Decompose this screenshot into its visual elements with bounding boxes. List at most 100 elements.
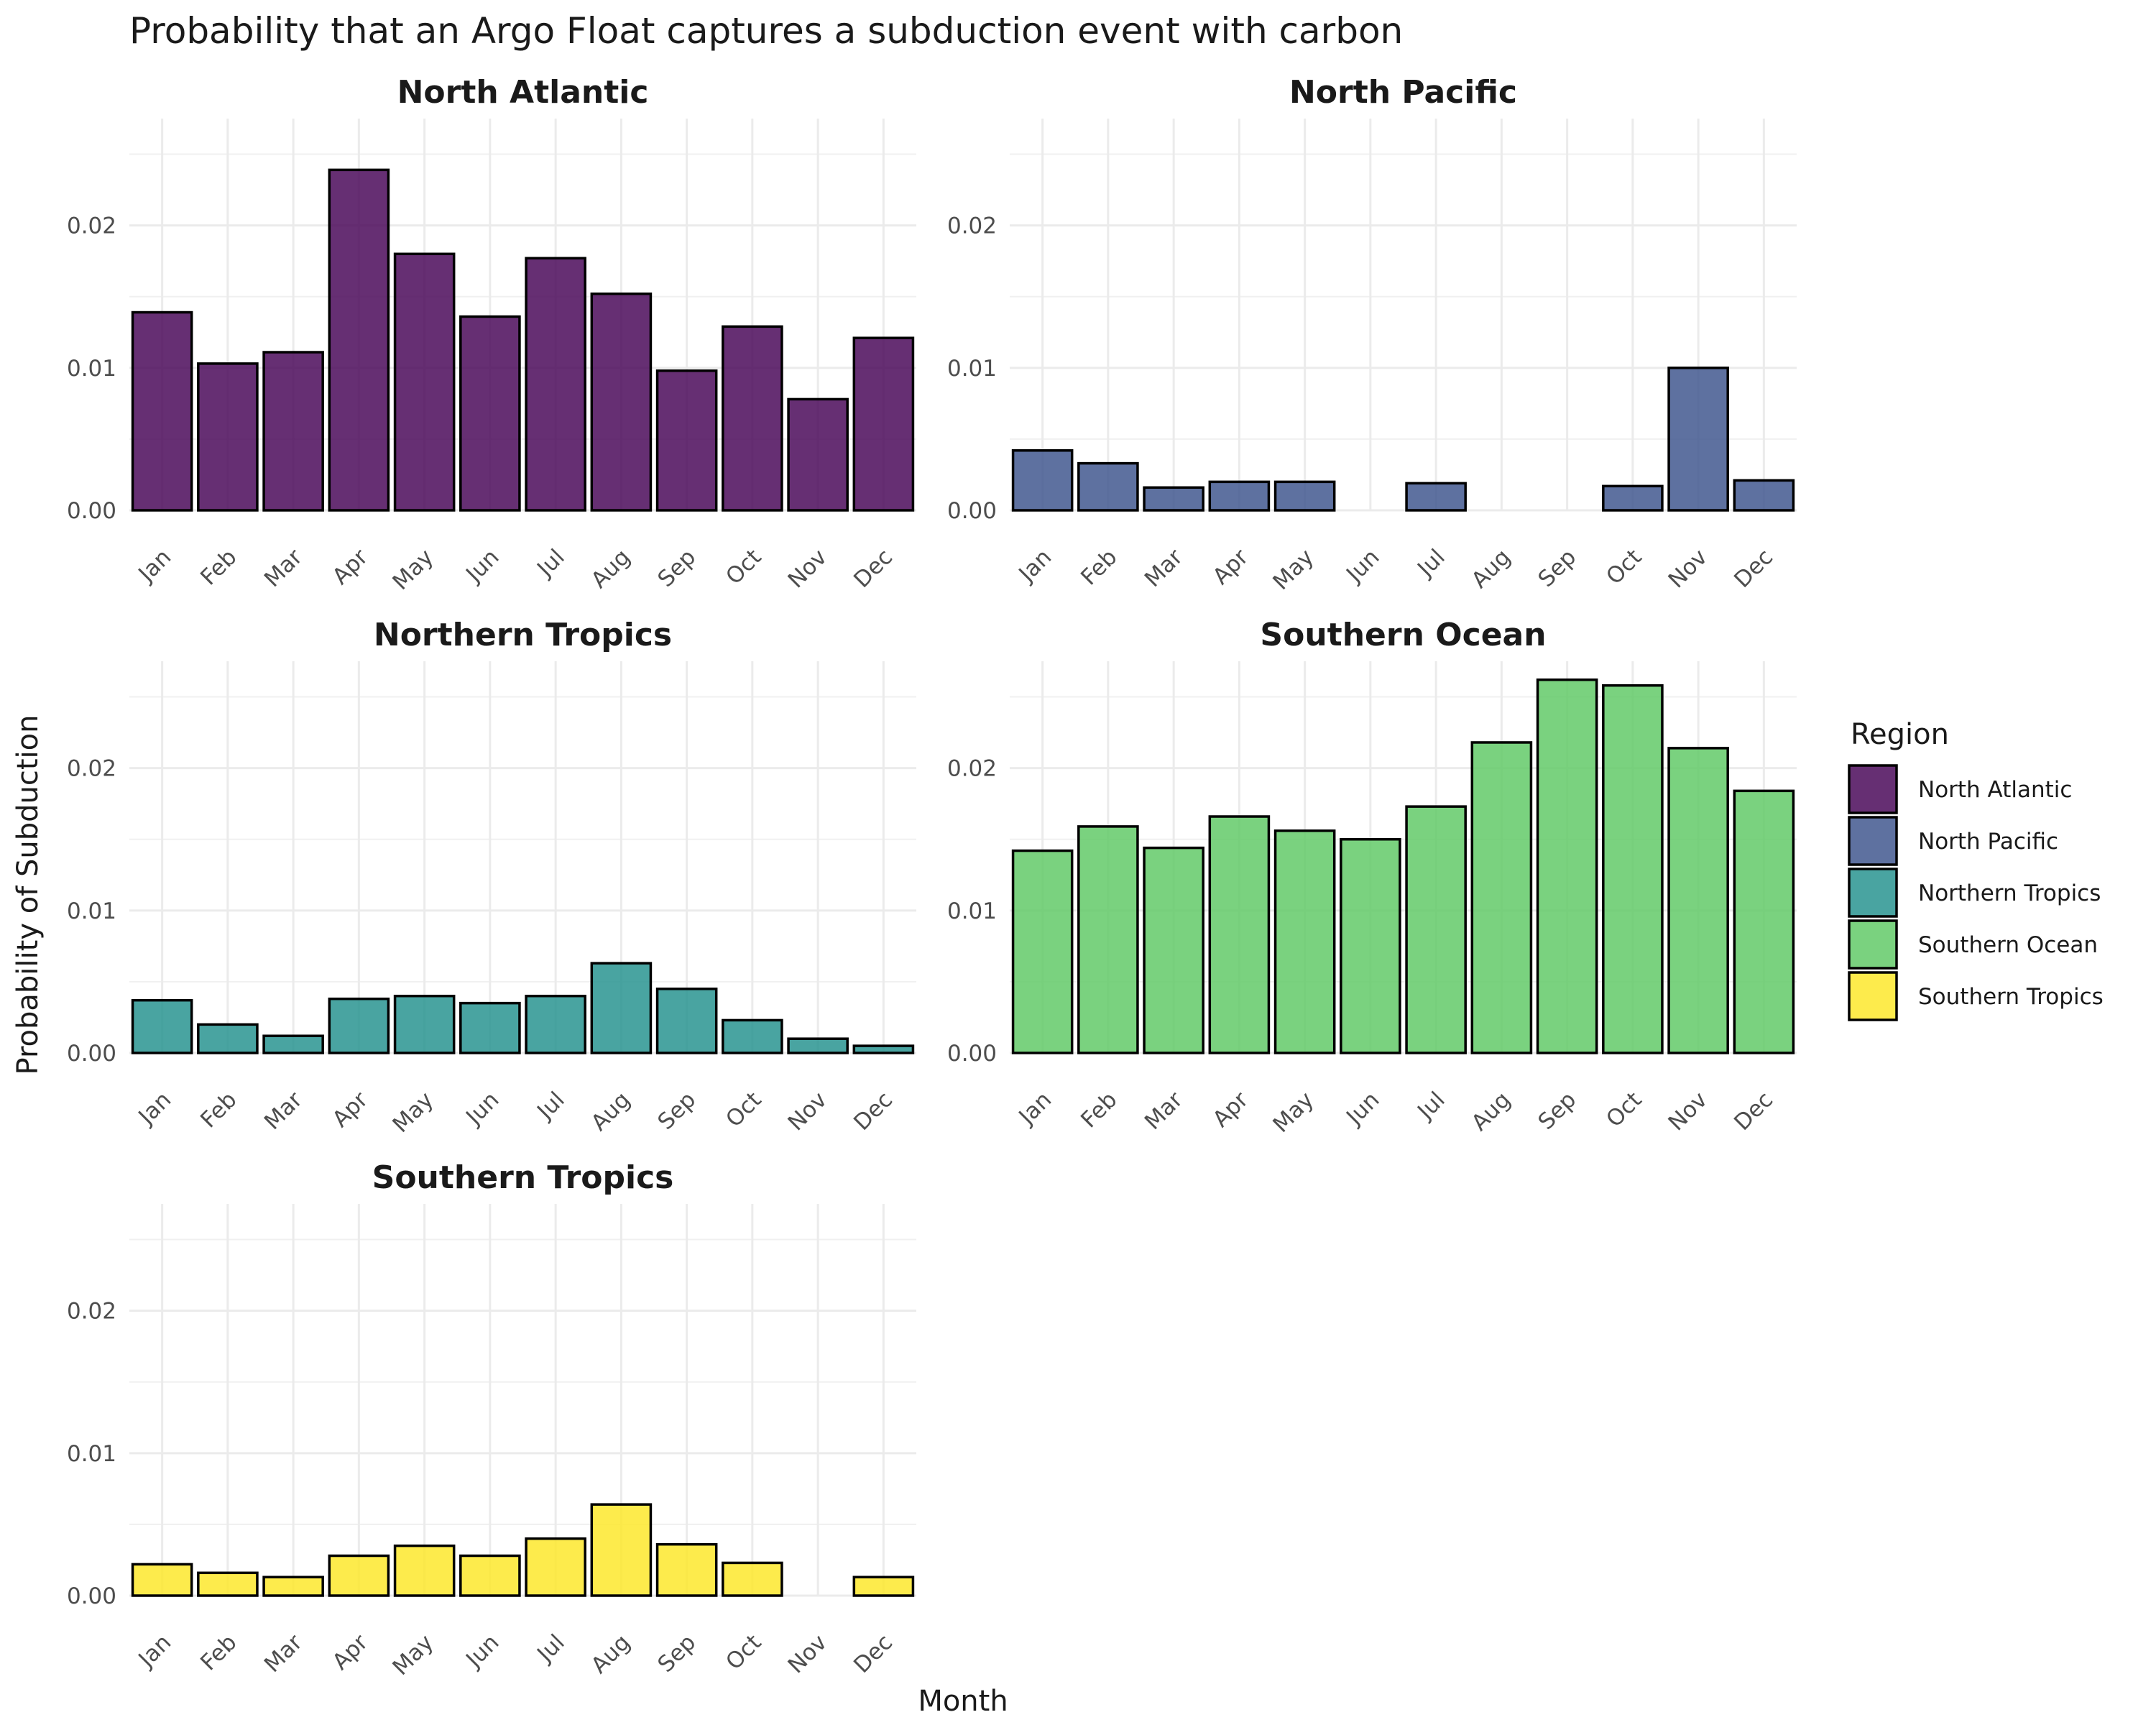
bar-southern-tropics-jan (131, 1563, 193, 1597)
panel-title: Southern Ocean (1260, 617, 1546, 653)
bar-northern-tropics-may (393, 994, 456, 1054)
x-tick-label: Nov (1664, 1087, 1713, 1136)
bar-northern-tropics-sep (655, 988, 718, 1054)
x-tick-label: Jun (1340, 544, 1384, 588)
bar-north-atlantic-dec (852, 336, 915, 512)
bar-southern-tropics-feb (197, 1571, 259, 1597)
x-tick-label: Dec (1729, 544, 1778, 593)
bar-southern-tropics-may (393, 1544, 456, 1597)
y-tick-label: 0.01 (67, 1441, 116, 1467)
bar-north-atlantic-apr (328, 168, 390, 512)
bar-north-pacific-may (1273, 480, 1336, 512)
y-tick-label: 0.01 (67, 898, 116, 924)
y-tick-label: 0.00 (67, 1583, 116, 1609)
bar-north-pacific-jul (1405, 482, 1467, 512)
y-tick-label: 0.01 (947, 356, 997, 382)
x-tick-label: May (388, 1629, 439, 1680)
bar-southern-tropics-dec (852, 1576, 915, 1597)
legend-label: Northern Tropics (1918, 880, 2101, 906)
bar-north-pacific-apr (1208, 480, 1271, 512)
bar-southern-tropics-mar (262, 1576, 324, 1597)
bar-southern-ocean-aug (1470, 741, 1533, 1054)
y-tick-label: 0.02 (67, 756, 116, 782)
bar-southern-ocean-sep (1536, 678, 1598, 1054)
x-tick-label: Jun (1340, 1087, 1384, 1131)
x-tick-label: Apr (328, 544, 374, 590)
chart-title: Probability that an Argo Float captures … (129, 10, 1403, 52)
x-tick-label: Feb (195, 1087, 241, 1133)
bar-southern-ocean-jan (1011, 849, 1074, 1054)
x-tick-label: May (388, 544, 439, 595)
bar-north-pacific-dec (1733, 479, 1795, 512)
bar-southern-tropics-jul (525, 1537, 586, 1597)
x-tick-label: Feb (195, 1629, 241, 1675)
x-tick-label: May (1268, 1087, 1319, 1138)
x-tick-label: Aug (586, 1087, 635, 1136)
x-tick-label: Dec (849, 1629, 898, 1678)
x-tick-label: Mar (259, 1087, 308, 1135)
x-tick-label: Oct (1601, 544, 1646, 589)
bar-northern-tropics-oct (722, 1018, 783, 1054)
legend-label: Southern Tropics (1918, 984, 2104, 1010)
x-tick-label: Jul (531, 544, 569, 582)
bar-southern-tropics-aug (590, 1503, 653, 1597)
x-tick-label: Oct (721, 1087, 766, 1132)
bar-north-atlantic-mar (262, 351, 324, 512)
x-tick-label: Sep (653, 544, 701, 592)
legend-label: North Pacific (1918, 829, 2058, 855)
bar-southern-tropics-oct (722, 1561, 783, 1597)
bar-northern-tropics-aug (590, 962, 653, 1054)
x-tick-label: Jul (531, 1629, 569, 1668)
legend-key-northern-tropics (1848, 868, 1898, 918)
legend-key-southern-tropics (1848, 971, 1898, 1021)
x-tick-label: Jul (531, 1087, 569, 1125)
y-tick-label: 0.02 (947, 213, 997, 239)
bar-southern-ocean-nov (1667, 747, 1729, 1054)
panel-north-atlantic: North Atlantic 0.00 0.01 0.02 Jan Feb Mar Apr Ma… (67, 74, 916, 595)
panel-title: Northern Tropics (374, 617, 672, 653)
x-tick-label: Dec (849, 1087, 898, 1136)
bar-north-pacific-oct (1602, 484, 1664, 512)
x-tick-label: Apr (328, 1087, 374, 1133)
bar-north-atlantic-oct (722, 325, 783, 512)
x-tick-label: Nov (783, 544, 832, 593)
x-tick-label: Sep (653, 1087, 701, 1135)
x-tick-label: Nov (783, 1629, 832, 1678)
bar-northern-tropics-nov (787, 1037, 849, 1054)
x-tick-label: Feb (195, 544, 241, 590)
y-tick-label: 0.02 (947, 756, 997, 782)
legend-label: North Atlantic (1918, 777, 2072, 803)
bar-northern-tropics-jun (459, 1001, 521, 1054)
bar-north-atlantic-sep (655, 369, 718, 512)
panel-north-pacific: North Pacific 0.00 0.01 0.02 Jan Feb Mar Apr May… (947, 74, 1797, 595)
y-tick-label: 0.01 (947, 898, 997, 924)
bar-north-atlantic-nov (787, 397, 849, 512)
bar-northern-tropics-dec (852, 1044, 915, 1054)
bar-southern-ocean-mar (1143, 846, 1204, 1054)
bar-north-atlantic-feb (197, 362, 259, 512)
legend-label: Southern Ocean (1918, 932, 2098, 958)
x-tick-label: Aug (586, 1629, 635, 1678)
legend-key-north-pacific (1848, 816, 1898, 866)
panel-southern-tropics: Southern Tropics 0.00 0.01 0.02 Jan Feb Mar Apr… (67, 1159, 916, 1680)
bar-northern-tropics-feb (197, 1023, 259, 1054)
bar-north-pacific-nov (1667, 367, 1729, 512)
panel-title: North Pacific (1289, 74, 1517, 111)
bar-northern-tropics-mar (262, 1034, 324, 1054)
x-tick-label: Aug (1467, 544, 1516, 593)
x-tick-label: Oct (721, 1629, 766, 1675)
bar-north-atlantic-jun (459, 315, 521, 512)
y-axis-title: Probability of Subduction (11, 715, 45, 1075)
x-tick-label: Jan (133, 1629, 177, 1673)
bar-north-pacific-mar (1143, 486, 1204, 512)
y-tick-label: 0.02 (67, 1299, 116, 1325)
bar-north-pacific-feb (1077, 461, 1139, 512)
y-tick-label: 0.01 (67, 356, 116, 382)
panel-northern-tropics: Northern Tropics 0.00 0.01 0.02 Jan Feb Mar Apr… (67, 617, 916, 1138)
bar-southern-ocean-feb (1077, 825, 1139, 1054)
bar-southern-ocean-jun (1340, 837, 1401, 1054)
x-tick-label: Jan (1013, 544, 1057, 588)
x-tick-label: Jan (133, 1087, 177, 1131)
bar-southern-ocean-apr (1208, 815, 1271, 1054)
